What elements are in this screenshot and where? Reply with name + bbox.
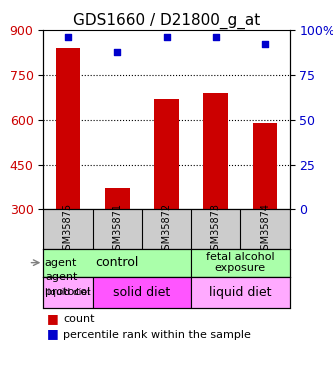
Text: protocol: protocol	[45, 287, 90, 297]
FancyBboxPatch shape	[43, 249, 191, 277]
Text: GSM35872: GSM35872	[162, 202, 171, 256]
Text: liquid diet: liquid diet	[45, 288, 91, 297]
Bar	[253, 123, 277, 209]
Text: ■: ■	[47, 327, 58, 340]
Bar	[56, 48, 80, 209]
FancyBboxPatch shape	[93, 277, 191, 308]
Text: percentile rank within the sample: percentile rank within the sample	[63, 330, 251, 339]
Point	[262, 41, 268, 47]
Text: ■: ■	[47, 312, 58, 326]
Text: count: count	[63, 315, 95, 324]
Text: control: control	[96, 256, 139, 269]
Point	[65, 34, 71, 40]
Title: GDS1660 / D21800_g_at: GDS1660 / D21800_g_at	[73, 12, 260, 28]
Text: GSM35875: GSM35875	[63, 202, 73, 256]
Text: fetal alcohol
exposure: fetal alcohol exposure	[206, 252, 275, 273]
Text: liquid diet: liquid diet	[209, 286, 272, 298]
Point	[115, 48, 120, 54]
Text: agent: agent	[45, 258, 77, 268]
Bar	[203, 93, 228, 209]
Bar	[154, 99, 179, 209]
FancyBboxPatch shape	[43, 277, 93, 308]
Text: GSM35871: GSM35871	[112, 202, 122, 255]
FancyBboxPatch shape	[191, 277, 290, 308]
Text: GSM35874: GSM35874	[260, 202, 270, 255]
Text: GSM35873: GSM35873	[211, 202, 221, 255]
Point	[164, 34, 169, 40]
Text: agent: agent	[46, 272, 78, 282]
Bar	[105, 189, 130, 209]
Text: solid diet: solid diet	[113, 286, 170, 298]
FancyBboxPatch shape	[191, 249, 290, 277]
Point	[213, 34, 218, 40]
